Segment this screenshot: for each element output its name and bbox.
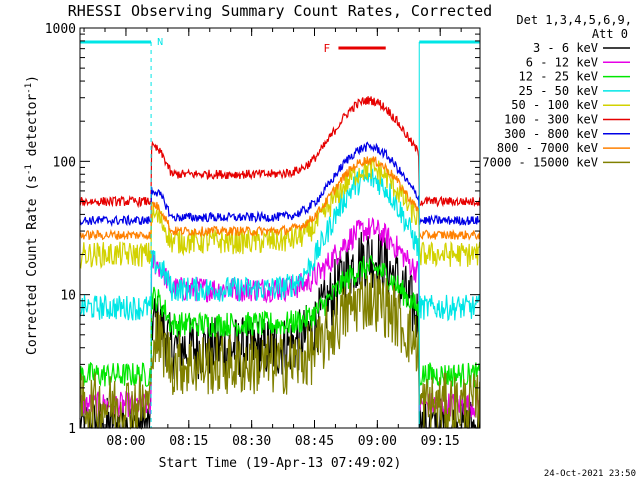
legend-title-1: Det 1,3,4,5,6,9, [516,13,632,27]
x-tick-label: 08:00 [106,434,145,449]
axis-layer: 08:00 08:15 08:30 08:45 09:00 09:15 1 10 100 1000 [45,22,480,449]
legend-label-9: 7000 - 15000 keV [482,155,598,169]
plot-frame [79,27,481,429]
flare-label: F [323,42,330,55]
legend-label-6: 100 - 300 keV [504,113,598,127]
series-line-9 [79,272,481,430]
night-label: N [157,37,163,48]
series-line-3 [79,255,481,389]
y-axis-label: Corrected Count Rate (s-1 detector-1) [24,75,40,355]
legend-label-1: 3 - 6 keV [533,41,598,55]
y-tick-label: 1000 [45,22,76,37]
legend-label-7: 300 - 800 keV [504,127,598,141]
series-line-7 [79,141,481,228]
x-tick-label: 09:15 [421,434,460,449]
y-tick-label: 10 [60,289,76,304]
x-axis-label: Start Time (19-Apr-13 07:49:02) [159,456,402,471]
y-tick-label: 100 [53,155,76,170]
chart-title: RHESSI Observing Summary Count Rates, Co… [68,2,492,20]
legend-label-5: 50 - 100 keV [511,98,598,112]
x-tick-label: 08:45 [295,434,334,449]
series-line-6 [79,96,481,209]
series-line-8 [79,156,481,241]
series-line-4 [79,168,481,322]
x-tick-label: 08:15 [169,434,208,449]
legend-label-3: 12 - 25 keV [519,70,598,84]
x-tick-label: 09:00 [358,434,397,449]
series-line-2 [79,216,481,418]
legend-title-2: Att 0 [592,27,628,41]
x-tick-label: 08:30 [232,434,271,449]
footer-timestamp: 24-Oct-2021 23:50 [544,469,636,479]
y-tick-label: 1 [68,422,76,437]
legend-label-4: 25 - 50 keV [519,84,598,98]
legend-label-8: 800 - 7000 keV [497,141,598,155]
legend-label-2: 6 - 12 keV [526,55,598,69]
